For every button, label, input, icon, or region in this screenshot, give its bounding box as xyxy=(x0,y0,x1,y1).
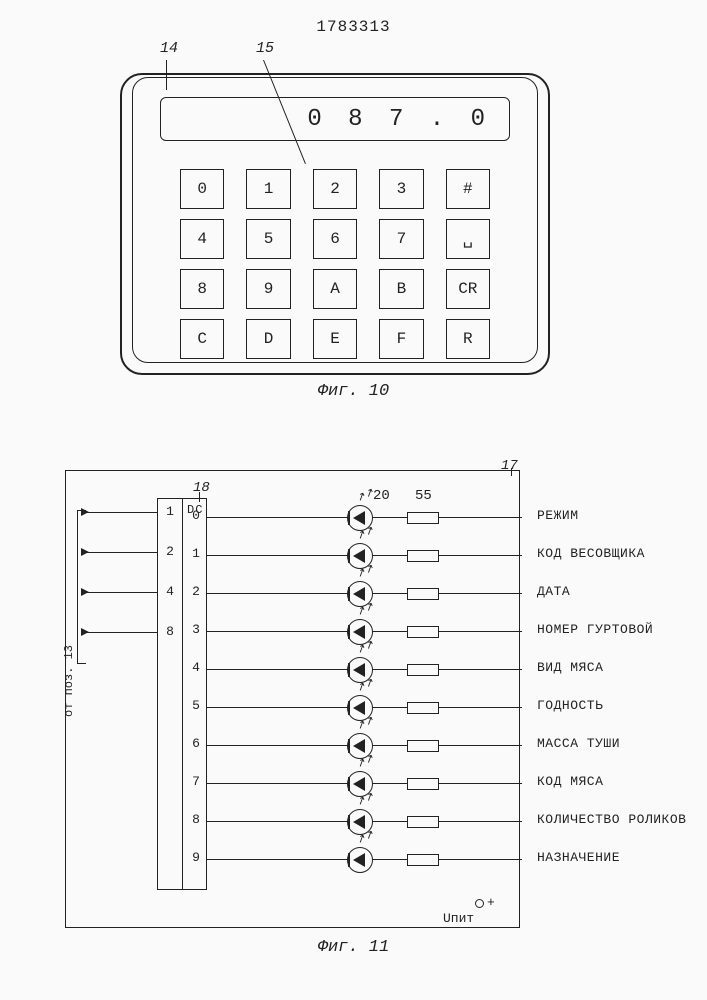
input-arrow-2 xyxy=(81,548,89,556)
dc-output-num-0: 0 xyxy=(187,508,205,523)
key-#[interactable]: # xyxy=(446,169,490,209)
input-arrow-4 xyxy=(81,588,89,596)
output-row-5: ↗↗ГОДНОСТЬ xyxy=(207,688,707,726)
ref-18: 18 xyxy=(193,480,210,496)
key-3[interactable]: 3 xyxy=(379,169,423,209)
key-2[interactable]: 2 xyxy=(313,169,357,209)
key-c[interactable]: C xyxy=(180,319,224,359)
dc-input-num-4: 4 xyxy=(161,584,179,599)
output-row-9: ↗↗НАЗНАЧЕНИЕ xyxy=(207,840,707,878)
input-wire-2 xyxy=(87,552,157,553)
power-label: Uпит xyxy=(443,911,474,926)
input-arrow-1 xyxy=(81,508,89,516)
key-1[interactable]: 1 xyxy=(246,169,290,209)
output-row-3: ↗↗НОМЕР ГУРТОВОЙ xyxy=(207,612,707,650)
key-b[interactable]: B xyxy=(379,269,423,309)
input-wire-8 xyxy=(87,632,157,633)
dc-output-num-7: 7 xyxy=(187,774,205,789)
output-label-8: КОЛИЧЕСТВО РОЛИКОВ xyxy=(537,812,686,827)
output-label-0: РЕЖИМ xyxy=(537,508,579,523)
input-brace xyxy=(77,510,86,664)
output-label-9: НАЗНАЧЕНИЕ xyxy=(537,850,620,865)
dc-input-num-8: 8 xyxy=(161,624,179,639)
dc-output-num-3: 3 xyxy=(187,622,205,637)
fig10-keypad: 0 8 7 . 0 0123 #4567 ␣ 89AB CR CDEFR xyxy=(120,65,550,375)
key-8[interactable]: 8 xyxy=(180,269,224,309)
output-label-4: ВИД МЯСА xyxy=(537,660,603,675)
key-9[interactable]: 9 xyxy=(246,269,290,309)
input-wire-4 xyxy=(87,592,157,593)
key-d[interactable]: D xyxy=(246,319,290,359)
page-number: 1783313 xyxy=(0,18,707,36)
power-terminal-icon xyxy=(475,899,484,908)
dc-input-num-1: 1 xyxy=(161,504,179,519)
resistor-icon xyxy=(407,626,439,638)
output-row-1: ↗↗КОД ВЕСОВЩИКА xyxy=(207,536,707,574)
output-label-5: ГОДНОСТЬ xyxy=(537,698,603,713)
power-plus: + xyxy=(487,895,495,910)
output-row-6: ↗↗МАССА ТУШИ xyxy=(207,726,707,764)
output-row-0: ↗↗РЕЖИМ xyxy=(207,498,707,536)
resistor-icon xyxy=(407,664,439,676)
dc-output-num-4: 4 xyxy=(187,660,205,675)
dc-output-num-2: 2 xyxy=(187,584,205,599)
dc-input-num-2: 2 xyxy=(161,544,179,559)
ref-14-leader xyxy=(166,60,167,90)
key-r[interactable]: R xyxy=(446,319,490,359)
output-label-2: ДАТА xyxy=(537,584,570,599)
output-label-3: НОМЕР ГУРТОВОЙ xyxy=(537,622,653,637)
key-a[interactable]: A xyxy=(313,269,357,309)
resistor-icon xyxy=(407,854,439,866)
ref-14: 14 xyxy=(160,40,178,57)
resistor-icon xyxy=(407,588,439,600)
dc-output-num-6: 6 xyxy=(187,736,205,751)
output-label-6: МАССА ТУШИ xyxy=(537,736,620,751)
led-icon xyxy=(347,847,373,873)
dc-output-num-9: 9 xyxy=(187,850,205,865)
fig11-caption: Фиг. 11 xyxy=(0,938,707,957)
output-row-4: ↗↗ВИД МЯСА xyxy=(207,650,707,688)
dc-output-num-5: 5 xyxy=(187,698,205,713)
key-5[interactable]: 5 xyxy=(246,219,290,259)
output-label-1: КОД ВЕСОВЩИКА xyxy=(537,546,645,561)
resistor-icon xyxy=(407,740,439,752)
ref-15: 15 xyxy=(256,40,274,57)
output-row-7: ↗↗КОД МЯСА xyxy=(207,764,707,802)
resistor-icon xyxy=(407,778,439,790)
input-source-label: от поз. 13 xyxy=(62,645,76,717)
output-label-7: КОД МЯСА xyxy=(537,774,603,789)
key-4[interactable]: 4 xyxy=(180,219,224,259)
resistor-icon xyxy=(407,702,439,714)
key-␣[interactable]: ␣ xyxy=(446,219,490,259)
dc-output-num-1: 1 xyxy=(187,546,205,561)
key-0[interactable]: 0 xyxy=(180,169,224,209)
fig10-caption: Фиг. 10 xyxy=(0,382,707,401)
input-wire-1 xyxy=(87,512,157,513)
decoder-divider xyxy=(182,499,183,889)
output-row-8: ↗↗КОЛИЧЕСТВО РОЛИКОВ xyxy=(207,802,707,840)
key-f[interactable]: F xyxy=(379,319,423,359)
key-cr[interactable]: CR xyxy=(446,269,490,309)
resistor-icon xyxy=(407,512,439,524)
key-7[interactable]: 7 xyxy=(379,219,423,259)
key-6[interactable]: 6 xyxy=(313,219,357,259)
dc-output-num-8: 8 xyxy=(187,812,205,827)
keypad-grid: 0123 #4567 ␣ 89AB CR CDEFR xyxy=(180,169,490,359)
key-e[interactable]: E xyxy=(313,319,357,359)
numeric-display: 0 8 7 . 0 xyxy=(160,97,510,141)
resistor-icon xyxy=(407,816,439,828)
input-arrow-8 xyxy=(81,628,89,636)
fig11-schematic: 17 18 20 55 DC от поз. 13 1248 0↗↗РЕЖИМ1… xyxy=(65,450,655,930)
output-row-2: ↗↗ДАТА xyxy=(207,574,707,612)
resistor-icon xyxy=(407,550,439,562)
